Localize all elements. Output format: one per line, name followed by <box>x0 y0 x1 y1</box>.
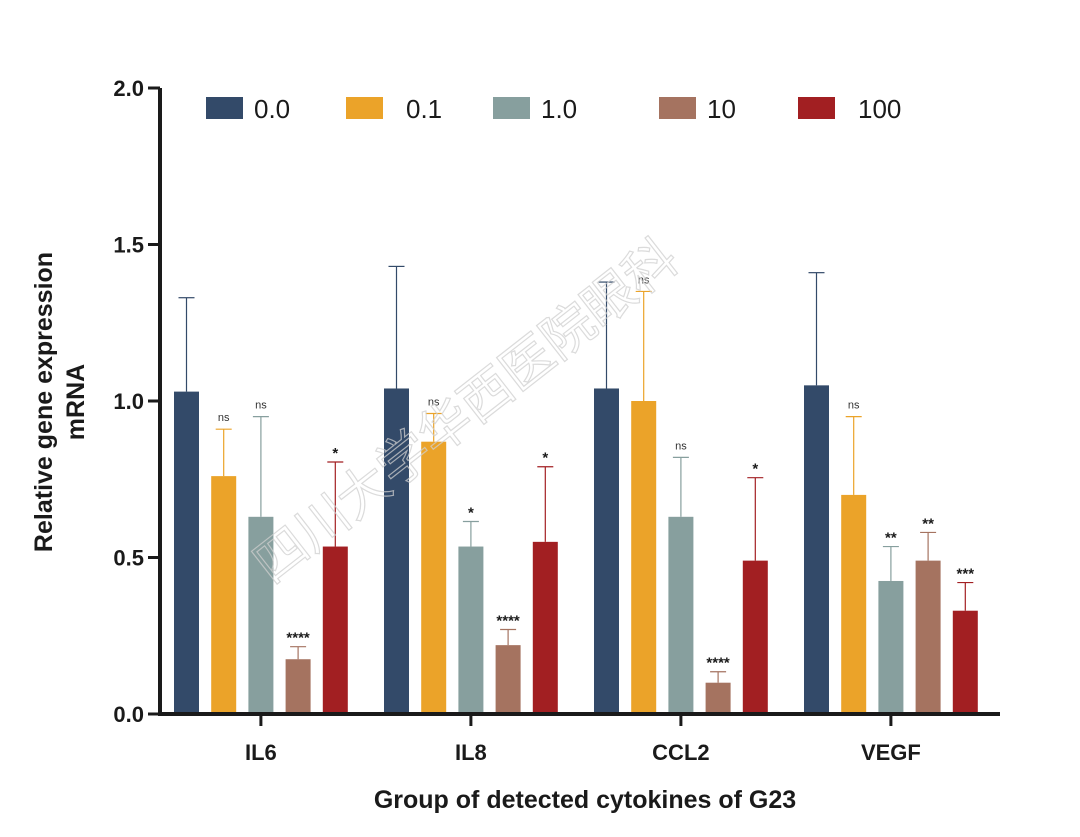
x-tick-label-ccl2: CCL2 <box>652 740 709 765</box>
significance-label: * <box>468 505 474 522</box>
bar-il6-1.0 <box>248 516 274 714</box>
legend: 0.0 0.1 1.0 10 100 <box>206 94 901 124</box>
bar-vegf-1.0 <box>878 580 904 714</box>
significance-label: * <box>542 450 548 467</box>
bar-il6-0.1 <box>211 476 237 714</box>
y-axis-title-line-2: mRNA <box>62 364 90 440</box>
significance-label: ns <box>848 400 860 412</box>
bar-ccl2-100 <box>742 560 768 714</box>
x-tick-label-vegf: VEGF <box>861 740 921 765</box>
y-tick-label: 0.0 <box>113 702 144 727</box>
y-ticks-layer: 0.0 0.5 1.0 1.5 2.0 <box>113 76 160 727</box>
significance-label: ns <box>638 274 650 286</box>
bar-ccl2-0.1 <box>631 401 657 714</box>
x-tick-label-il8: IL8 <box>455 740 487 765</box>
significance-label: ns <box>255 400 267 412</box>
bar-il8-0.1 <box>421 441 447 714</box>
bar-il8-10 <box>495 645 521 714</box>
significance-label: **** <box>496 612 520 629</box>
y-axis-title: Relative gene expression mRNA <box>30 252 90 552</box>
bar-il6-100 <box>322 546 348 714</box>
significance-label: ns <box>428 397 440 409</box>
legend-swatch-0.0 <box>206 97 243 119</box>
legend-swatch-1.0 <box>493 97 530 119</box>
legend-label-10: 10 <box>707 94 736 124</box>
bar-ccl2-10 <box>705 682 731 714</box>
significance-label: ns <box>675 440 687 452</box>
bar-il6-10 <box>285 659 311 714</box>
bar-il8-0.0 <box>384 388 409 714</box>
legend-swatch-100 <box>798 97 835 119</box>
bar-vegf-100 <box>952 610 978 714</box>
legend-swatch-0.1 <box>346 97 383 119</box>
bar-vegf-0.0 <box>804 385 829 714</box>
significance-label: * <box>752 461 758 478</box>
bar-vegf-10 <box>915 560 941 714</box>
y-tick-label: 2.0 <box>113 76 144 101</box>
legend-swatch-10 <box>659 97 696 119</box>
y-axis-title-line-1: Relative gene expression <box>30 252 58 552</box>
significance-label: ** <box>885 530 897 547</box>
significance-label: *** <box>957 566 975 583</box>
bars-layer <box>174 385 978 714</box>
x-axis-title: Group of detected cytokines of G23 <box>374 786 796 814</box>
x-ticks-layer: IL6 IL8 CCL2 VEGF <box>245 714 921 765</box>
y-tick-label: 1.5 <box>113 233 144 258</box>
bar-il6-0.0 <box>174 391 199 714</box>
significance-label: * <box>332 445 338 462</box>
bar-il8-100 <box>532 541 558 714</box>
bar-ccl2-1.0 <box>668 516 694 714</box>
bar-il8-1.0 <box>458 546 484 714</box>
axes-layer <box>158 88 1000 716</box>
legend-label-0.0: 0.0 <box>254 94 290 124</box>
significance-label: **** <box>706 655 730 672</box>
significance-label: ** <box>922 515 934 532</box>
legend-label-100: 100 <box>858 94 901 124</box>
y-tick-label: 1.0 <box>113 389 144 414</box>
legend-label-0.1: 0.1 <box>406 94 442 124</box>
bar-ccl2-0.0 <box>594 388 619 714</box>
x-tick-label-il6: IL6 <box>245 740 277 765</box>
legend-label-1.0: 1.0 <box>541 94 577 124</box>
bar-vegf-0.1 <box>841 494 867 714</box>
watermark: 四川大学华西医院眼科 <box>243 228 690 595</box>
significance-label: ns <box>218 412 230 424</box>
y-tick-label: 0.5 <box>113 546 144 571</box>
error-bars-layer <box>178 265 974 683</box>
significance-label: **** <box>286 630 310 647</box>
